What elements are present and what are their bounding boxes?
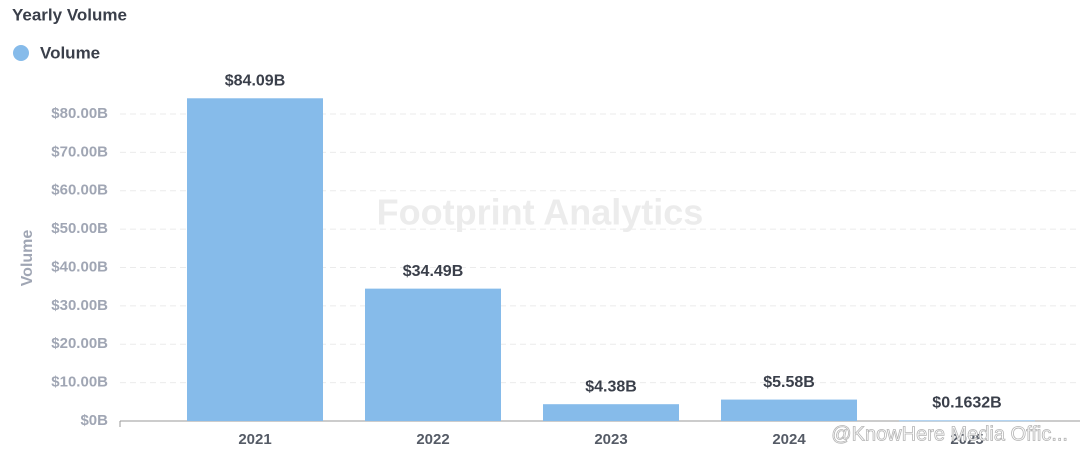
x-tick-label: 2023 [594,431,627,448]
x-tick-label: 2021 [238,431,271,448]
credit: @KnowHere Media Offic... [831,423,1068,445]
legend-label: Volume [40,43,100,62]
x-tick-label: 2022 [416,431,449,448]
y-tick-label: $80.00B [51,105,108,122]
x-tick-label: 2024 [772,431,806,448]
value-label: $34.49B [403,263,464,280]
chart-title: Yearly Volume [12,5,127,24]
watermark: Footprint Analytics [377,192,704,233]
value-label: $0.1632B [932,395,1001,412]
bar [899,420,1035,422]
bar [543,404,679,421]
y-tick-label: $0B [80,412,108,429]
bar [721,399,857,421]
value-label: $84.09B [225,73,286,90]
y-tick-label: $20.00B [51,335,108,352]
legend-marker [13,45,29,61]
y-tick-label: $10.00B [51,374,108,391]
value-label: $5.58B [763,374,815,391]
y-tick-label: $40.00B [51,258,108,275]
y-axis-label: Volume [19,230,36,287]
value-label: $4.38B [585,378,637,395]
bar [187,98,323,422]
y-tick-label: $30.00B [51,297,108,314]
x-tick-label: 2025 [950,431,983,448]
y-tick-label: $50.00B [51,220,108,237]
y-tick-label: $70.00B [51,143,108,160]
bar [365,288,501,421]
y-tick-label: $60.00B [51,182,108,199]
